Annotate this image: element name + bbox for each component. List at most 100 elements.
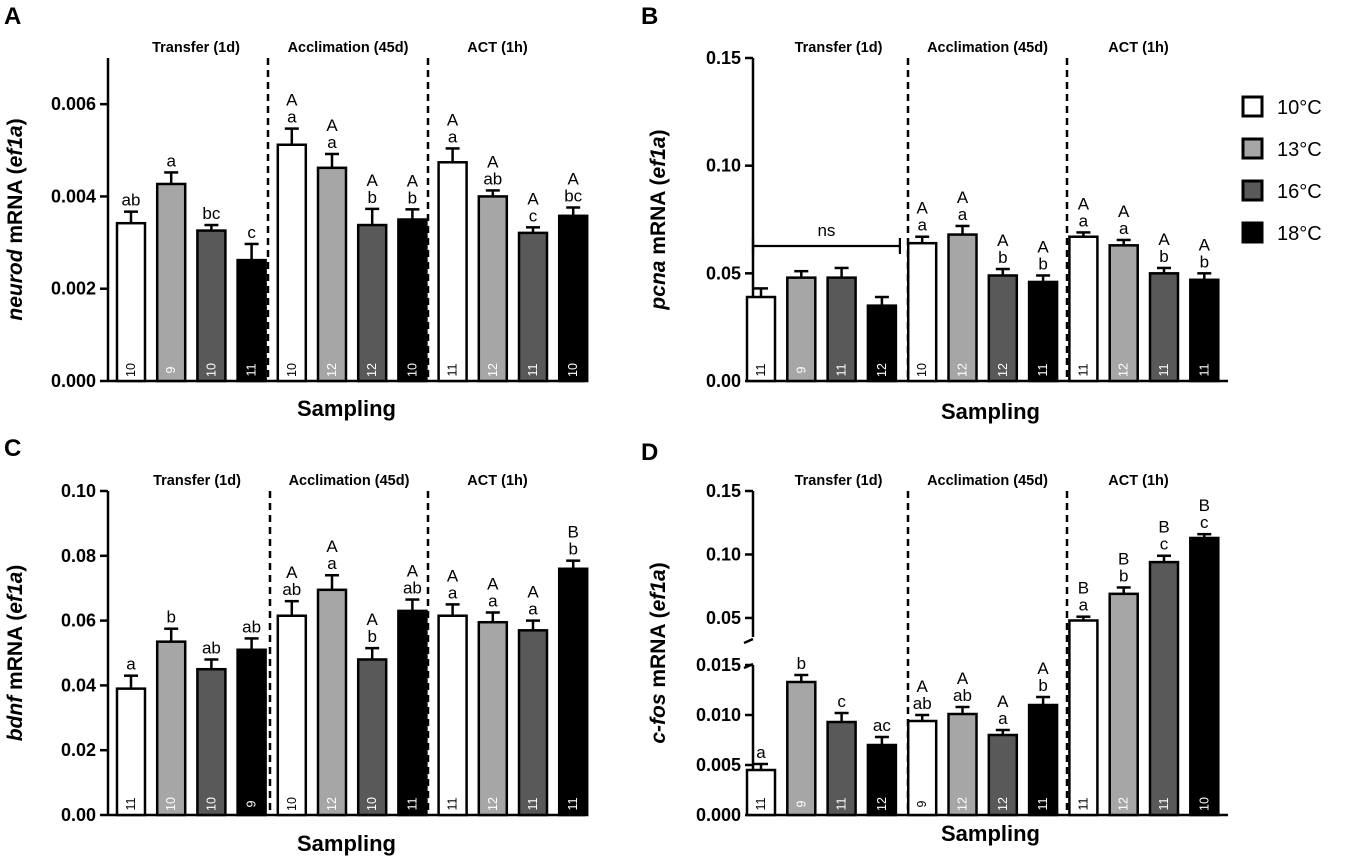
significance-letter-lower: a	[1079, 211, 1089, 230]
bar-group: bA 12	[356, 171, 388, 383]
bar-group: aA 12	[316, 537, 348, 817]
bar-group: bA 10	[356, 610, 388, 817]
significance-letter-upper: A	[367, 610, 379, 629]
sample-size: 10	[204, 363, 218, 377]
bar	[1027, 280, 1059, 383]
sample-size: 10	[1197, 797, 1211, 811]
significance-letter-lower: b	[797, 654, 806, 673]
legend: 10°C 13°C 16°C 18°C	[1241, 95, 1322, 245]
significance-letter-lower: ab	[913, 694, 932, 713]
significance-letter-upper: A	[487, 152, 499, 171]
bar	[397, 218, 428, 383]
bar	[155, 182, 187, 383]
sample-size: 9	[915, 800, 929, 807]
sample-size: 11	[526, 797, 540, 810]
significance-letter-upper: A	[367, 171, 379, 190]
significance-letter-lower: bc	[564, 187, 582, 206]
bar-group: aA 12	[947, 188, 978, 383]
bar	[1189, 536, 1220, 817]
bar	[947, 233, 978, 383]
bar-group: bA 12	[987, 231, 1019, 383]
bar	[115, 221, 147, 383]
significance-letter-lower: ab	[953, 686, 972, 705]
significance-letter-lower: a	[448, 127, 458, 146]
bar	[437, 614, 468, 817]
significance-letter-lower: b	[1119, 566, 1128, 585]
significance-letter-lower: b	[166, 608, 175, 627]
bar	[276, 614, 308, 817]
sample-size: 12	[875, 797, 889, 811]
y-tick-label: 0.10	[706, 544, 741, 564]
bar	[115, 687, 147, 817]
section-title: Acclimation (45d)	[289, 473, 410, 489]
y-label-reference: ef1a	[4, 571, 27, 613]
significance-letter-lower: b	[568, 540, 577, 559]
section-title: ACT (1h)	[1108, 473, 1169, 489]
sample-size: 10	[915, 363, 929, 377]
significance-letter-upper: A	[326, 116, 338, 135]
bar-group: cB 10	[1189, 496, 1220, 817]
significance-letter-lower: c	[1160, 535, 1169, 554]
sample-size: 12	[996, 363, 1010, 377]
sample-size: 12	[365, 363, 379, 377]
sample-size: 11	[405, 797, 419, 810]
significance-letter-upper: A	[568, 170, 580, 189]
bar-group: aA 10	[276, 91, 308, 383]
bar-group: bcA 10	[557, 170, 589, 383]
y-tick-label: 0.000	[51, 371, 96, 391]
bar	[316, 166, 348, 383]
sample-size: 11	[124, 797, 138, 810]
bar-group: aA 11	[437, 110, 468, 383]
y-tick-label: 0.010	[696, 705, 741, 725]
y-tick-label: 0.015	[696, 655, 741, 675]
sample-size: 11	[446, 797, 460, 810]
y-label-text: mRNA (	[647, 611, 670, 693]
significance-letter-upper: A	[487, 575, 499, 594]
y-label-end: )	[4, 565, 27, 572]
significance-letter-lower: b	[408, 188, 417, 207]
significance-letter-upper: A	[527, 583, 539, 602]
bar	[1148, 272, 1180, 383]
bar	[236, 258, 267, 383]
bar-group: aA 12	[316, 116, 348, 383]
significance-letter-upper: A	[917, 677, 929, 696]
significance-letter-upper: A	[917, 199, 929, 218]
bar-group: cB 11	[1148, 518, 1180, 817]
sample-size: 11	[1036, 797, 1050, 810]
panel-b: B 0.00 0.05 0.10 0.15 pcna mRNA (ef1a) Samplin…	[641, 3, 1228, 424]
significance-letter-lower: a	[126, 655, 136, 674]
y-axis-label: bdnf mRNA (ef1a)	[4, 565, 27, 742]
y-tick-label: 0.005	[696, 755, 741, 775]
y-label-reference: ef1a	[4, 125, 27, 167]
panel-letter: A	[4, 3, 21, 30]
significance-letter-upper: A	[1199, 235, 1211, 254]
significance-letter-lower: a	[287, 108, 297, 127]
section-title: ACT (1h)	[1108, 40, 1169, 56]
sample-size: 12	[1117, 363, 1131, 377]
bar	[196, 667, 227, 817]
section-title: Transfer (1d)	[152, 40, 240, 56]
sample-size: 10	[124, 363, 138, 377]
panel-d: D 0.000 0.005 0.010 0.015 0.05 0.10 0.15 c-fos m…	[641, 439, 1228, 846]
sample-size: 10	[204, 797, 218, 811]
sample-size: 11	[835, 797, 849, 810]
bar-group: aA 12	[477, 575, 509, 817]
bar-group: aA 11	[1068, 194, 1099, 383]
bar-group: bA 11	[1148, 230, 1180, 383]
sample-size: 12	[325, 797, 339, 811]
significance-letter-upper: A	[957, 669, 969, 688]
section-title: Acclimation (45d)	[288, 40, 409, 56]
bar-group: aA 11	[517, 583, 549, 817]
sample-size: 11	[754, 363, 768, 376]
legend-swatch	[1241, 137, 1264, 160]
significance-letter-upper: A	[286, 563, 298, 582]
legend-swatch	[1241, 179, 1264, 202]
bar	[1068, 619, 1099, 817]
section-title: Transfer (1d)	[153, 473, 241, 489]
bar-group: bB 11	[557, 523, 589, 817]
bar-group: aA 11	[437, 566, 468, 817]
bar-group: abA 9	[906, 677, 938, 817]
bar-group: abA 12	[477, 152, 509, 383]
sample-size: 9	[794, 366, 808, 373]
